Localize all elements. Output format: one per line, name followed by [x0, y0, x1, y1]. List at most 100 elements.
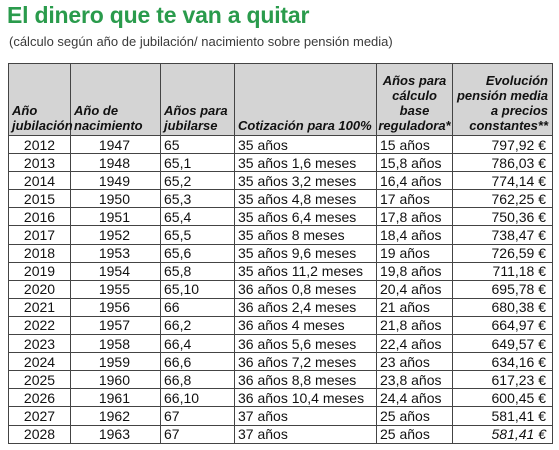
cell-ano-jubilacion: 2026: [8, 388, 71, 408]
cell-cotizacion: 36 años 10,4 meses: [234, 388, 377, 408]
cell-base-reguladora: 21,8 años: [376, 315, 453, 336]
cell-anos-jubilarse: 65,3: [160, 189, 235, 209]
table-row: 2021 1956 66 36 años 2,4 meses 21 años 680,38…: [8, 297, 553, 317]
page-subtitle: (cálculo según año de jubilación/ nacimi…: [9, 34, 393, 49]
cell-ano-nacimiento: 1953: [70, 243, 161, 263]
cell-base-reguladora: 24,4 años: [376, 388, 453, 408]
cell-anos-jubilarse: 65: [160, 134, 235, 155]
cell-cotizacion: 35 años 4,8 meses: [234, 189, 377, 209]
cell-ano-nacimiento: 1951: [70, 207, 161, 227]
cell-cotizacion: 35 años 6,4 meses: [234, 207, 377, 227]
cell-anos-jubilarse: 67: [160, 406, 235, 426]
table-row: 2027 1962 67 37 años 25 años 581,41 €: [8, 406, 553, 426]
cell-anos-jubilarse: 66,10: [160, 388, 235, 408]
cell-ano-jubilacion: 2018: [8, 243, 71, 263]
cell-anos-jubilarse: 66,8: [160, 370, 235, 390]
table-row: 2026 1961 66,10 36 años 10,4 meses 24,4 años…: [8, 388, 553, 408]
cell-evolucion-pension: 726,59 €: [452, 243, 553, 263]
cell-cotizacion: 36 años 4 meses: [234, 315, 377, 336]
page-title: El dinero que te van a quitar: [7, 2, 310, 28]
cell-base-reguladora: 19 años: [376, 243, 453, 263]
table-row: 2015 1950 65,3 35 años 4,8 meses 17 años 762,…: [8, 189, 553, 209]
cell-cotizacion: 35 años 1,6 meses: [234, 153, 377, 173]
cell-ano-nacimiento: 1960: [70, 370, 161, 390]
header-row: Año jubilación Año de nacimiento Años pa…: [8, 63, 553, 136]
cell-cotizacion: 35 años 9,6 meses: [234, 243, 377, 263]
cell-ano-jubilacion: 2016: [8, 207, 71, 227]
cell-ano-nacimiento: 1957: [70, 315, 161, 336]
cell-ano-nacimiento: 1956: [70, 297, 161, 317]
table-row: 2017 1952 65,5 35 años 8 meses 18,4 años 738,…: [8, 225, 553, 245]
cell-base-reguladora: 15 años: [376, 134, 453, 155]
cell-anos-jubilarse: 65,10: [160, 279, 235, 299]
header-evolucion-pension: Evolución pensión media a precios consta…: [452, 63, 553, 136]
cell-cotizacion: 36 años 0,8 meses: [234, 279, 377, 299]
cell-evolucion-pension: 797,92 €: [452, 134, 553, 155]
cell-base-reguladora: 17,8 años: [376, 207, 453, 227]
table-row: 2014 1949 65,2 35 años 3,2 meses 16,4 años 77…: [8, 171, 553, 191]
cell-evolucion-pension: 762,25 €: [452, 189, 553, 209]
table-row: 2024 1959 66,6 36 años 7,2 meses 23 años 634,…: [8, 352, 553, 372]
cell-ano-jubilacion: 2019: [8, 261, 71, 281]
cell-ano-jubilacion: 2028: [8, 424, 71, 444]
cell-base-reguladora: 16,4 años: [376, 171, 453, 191]
cell-cotizacion: 36 años 2,4 meses: [234, 297, 377, 317]
cell-cotizacion: 35 años: [234, 134, 377, 155]
cell-anos-jubilarse: 65,6: [160, 243, 235, 263]
cell-ano-nacimiento: 1958: [70, 334, 161, 354]
cell-cotizacion: 36 años 7,2 meses: [234, 352, 377, 372]
header-cotizacion: Cotización para 100%: [234, 63, 377, 136]
table-row: 2022 1957 66,2 36 años 4 meses 21,8 años 664,…: [8, 315, 553, 336]
cell-base-reguladora: 23,8 años: [376, 370, 453, 390]
cell-base-reguladora: 19,8 años: [376, 261, 453, 281]
cell-ano-jubilacion: 2027: [8, 406, 71, 426]
cell-ano-nacimiento: 1955: [70, 279, 161, 299]
cell-evolucion-pension: 750,36 €: [452, 207, 553, 227]
cell-cotizacion: 35 años 8 meses: [234, 225, 377, 245]
cell-base-reguladora: 21 años: [376, 297, 453, 317]
cell-base-reguladora: 22,4 años: [376, 334, 453, 354]
cell-cotizacion: 35 años 11,2 meses: [234, 261, 377, 281]
cell-ano-jubilacion: 2024: [8, 352, 71, 372]
cell-base-reguladora: 23 años: [376, 352, 453, 372]
cell-base-reguladora: 17 años: [376, 189, 453, 209]
cell-cotizacion: 37 años: [234, 406, 377, 426]
table-row: 2016 1951 65,4 35 años 6,4 meses 17,8 años 75…: [8, 207, 553, 227]
cell-cotizacion: 35 años 3,2 meses: [234, 171, 377, 191]
cell-anos-jubilarse: 66,4: [160, 334, 235, 354]
cell-ano-jubilacion: 2020: [8, 279, 71, 299]
table-row: 2019 1954 65,8 35 años 11,2 meses 19,8 años 7…: [8, 261, 553, 281]
cell-evolucion-pension: 600,45 €: [452, 388, 553, 408]
cell-base-reguladora: 25 años: [376, 406, 453, 426]
header-base-reguladora: Años para cálculo base reguladora*: [376, 63, 453, 136]
table-row: 2028 1963 67 37 años 25 años 581,41 €: [8, 424, 553, 444]
table-row: 2018 1953 65,6 35 años 9,6 meses 19 años 726,…: [8, 243, 553, 263]
cell-ano-jubilacion: 2015: [8, 189, 71, 209]
cell-cotizacion: 36 años 5,6 meses: [234, 334, 377, 354]
table-body: 2012 1947 65 35 años 15 años 797,92 €2013 1948…: [8, 134, 553, 444]
cell-ano-jubilacion: 2014: [8, 171, 71, 191]
cell-ano-nacimiento: 1963: [70, 424, 161, 444]
cell-ano-nacimiento: 1950: [70, 189, 161, 209]
cell-ano-jubilacion: 2017: [8, 225, 71, 245]
cell-base-reguladora: 15,8 años: [376, 153, 453, 173]
cell-anos-jubilarse: 65,5: [160, 225, 235, 245]
cell-evolucion-pension: 774,14 €: [452, 171, 553, 191]
cell-anos-jubilarse: 66,2: [160, 315, 235, 336]
cell-base-reguladora: 25 años: [376, 424, 453, 444]
table-row: 2025 1960 66,8 36 años 8,8 meses 23,8 años 61…: [8, 370, 553, 390]
cell-ano-jubilacion: 2012: [8, 134, 71, 155]
table-row: 2013 1948 65,1 35 años 1,6 meses 15,8 años 78…: [8, 153, 553, 173]
cell-evolucion-pension: 581,41 €: [452, 406, 553, 426]
header-ano-jubilacion: Año jubilación: [8, 63, 73, 136]
cell-ano-jubilacion: 2025: [8, 370, 71, 390]
cell-evolucion-pension: 649,57 €: [452, 334, 553, 354]
cell-evolucion-pension: 695,78 €: [452, 279, 553, 299]
cell-evolucion-pension: 711,18 €: [452, 261, 553, 281]
table-row: 2012 1947 65 35 años 15 años 797,92 €: [8, 134, 553, 155]
cell-evolucion-pension: 680,38 €: [452, 297, 553, 317]
cell-ano-nacimiento: 1949: [70, 171, 161, 191]
cell-cotizacion: 37 años: [234, 424, 377, 444]
header-anos-jubilarse: Años para jubilarse: [160, 63, 235, 136]
cell-ano-nacimiento: 1959: [70, 352, 161, 372]
